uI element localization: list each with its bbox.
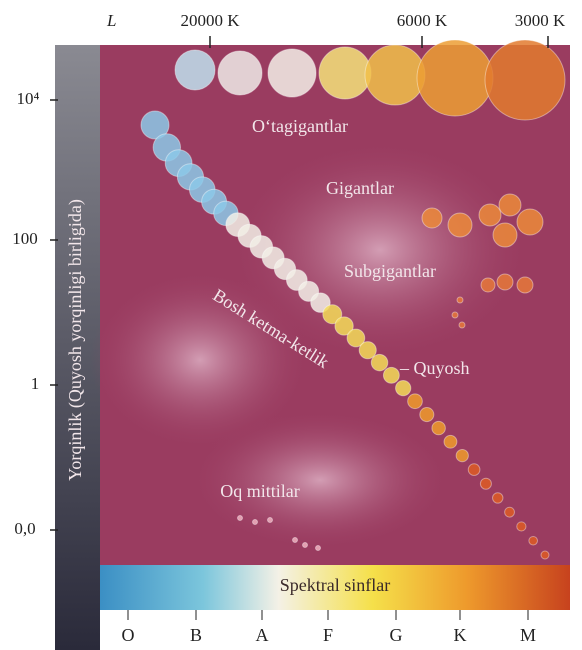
luminosity-symbol: L bbox=[106, 11, 116, 30]
cloud bbox=[90, 270, 310, 450]
spectral-title: Spektral sinflar bbox=[280, 575, 390, 595]
star bbox=[447, 212, 473, 238]
star bbox=[492, 222, 518, 248]
temp-label: 3000 K bbox=[515, 11, 566, 30]
class-label: A bbox=[256, 625, 269, 645]
class-label: M bbox=[520, 625, 536, 645]
temp-label: 20000 K bbox=[180, 11, 240, 30]
star bbox=[540, 550, 550, 560]
star bbox=[364, 44, 426, 106]
star bbox=[451, 311, 459, 319]
star bbox=[516, 521, 527, 532]
cloud bbox=[230, 140, 530, 360]
star bbox=[302, 542, 308, 548]
class-label: F bbox=[323, 625, 333, 645]
star bbox=[480, 277, 496, 293]
star bbox=[334, 316, 354, 336]
star bbox=[467, 463, 481, 476]
region-label: Subgigantlar bbox=[344, 261, 436, 281]
star bbox=[237, 515, 243, 521]
class-label: G bbox=[390, 625, 403, 645]
star bbox=[484, 39, 566, 121]
spectral-bar bbox=[100, 565, 570, 610]
star bbox=[217, 50, 263, 96]
star bbox=[416, 39, 494, 117]
y-tick-label: 1 bbox=[31, 374, 40, 393]
stars bbox=[140, 39, 566, 560]
star bbox=[174, 49, 216, 91]
star bbox=[431, 420, 446, 436]
star bbox=[443, 434, 458, 449]
region-label: Gigantlar bbox=[326, 178, 394, 198]
top-ticks bbox=[209, 36, 549, 48]
star bbox=[140, 110, 170, 140]
y-tick-label: 0,0 bbox=[14, 519, 35, 538]
y-axis-title: Yorqinlik (Quyosh yorqinligi birligida) bbox=[65, 199, 86, 481]
star bbox=[492, 492, 504, 504]
star bbox=[315, 545, 321, 551]
region-label: – Quyosh bbox=[399, 358, 470, 378]
star bbox=[346, 328, 366, 348]
y-tick-label: 10⁴ bbox=[17, 89, 40, 108]
star bbox=[370, 353, 389, 372]
star bbox=[478, 203, 502, 227]
star bbox=[310, 292, 331, 313]
class-label: B bbox=[190, 625, 202, 645]
class-label: K bbox=[454, 625, 467, 645]
nebula bbox=[90, 140, 530, 550]
star bbox=[322, 304, 343, 325]
star bbox=[421, 207, 443, 229]
star bbox=[496, 273, 514, 291]
star bbox=[458, 321, 466, 329]
cloud bbox=[190, 410, 450, 550]
star bbox=[498, 193, 522, 217]
star bbox=[318, 46, 372, 100]
star bbox=[479, 477, 492, 490]
class-label: O bbox=[122, 625, 135, 645]
star bbox=[267, 48, 317, 98]
temp-label: 6000 K bbox=[397, 11, 448, 30]
star bbox=[455, 448, 469, 463]
star bbox=[528, 535, 538, 546]
region-label: Oq mittilar bbox=[220, 481, 300, 501]
star bbox=[382, 366, 400, 384]
star bbox=[419, 407, 435, 423]
star bbox=[504, 506, 515, 518]
star bbox=[395, 380, 412, 397]
star bbox=[407, 393, 423, 410]
star bbox=[292, 537, 298, 543]
star bbox=[267, 517, 273, 523]
y-tick-label: 100 bbox=[12, 229, 38, 248]
star bbox=[252, 519, 258, 525]
star bbox=[358, 341, 377, 360]
star bbox=[516, 208, 544, 236]
star bbox=[516, 276, 534, 294]
y-ticks bbox=[50, 99, 58, 531]
star bbox=[456, 296, 464, 304]
region-label: O‘tagigantlar bbox=[252, 116, 348, 136]
